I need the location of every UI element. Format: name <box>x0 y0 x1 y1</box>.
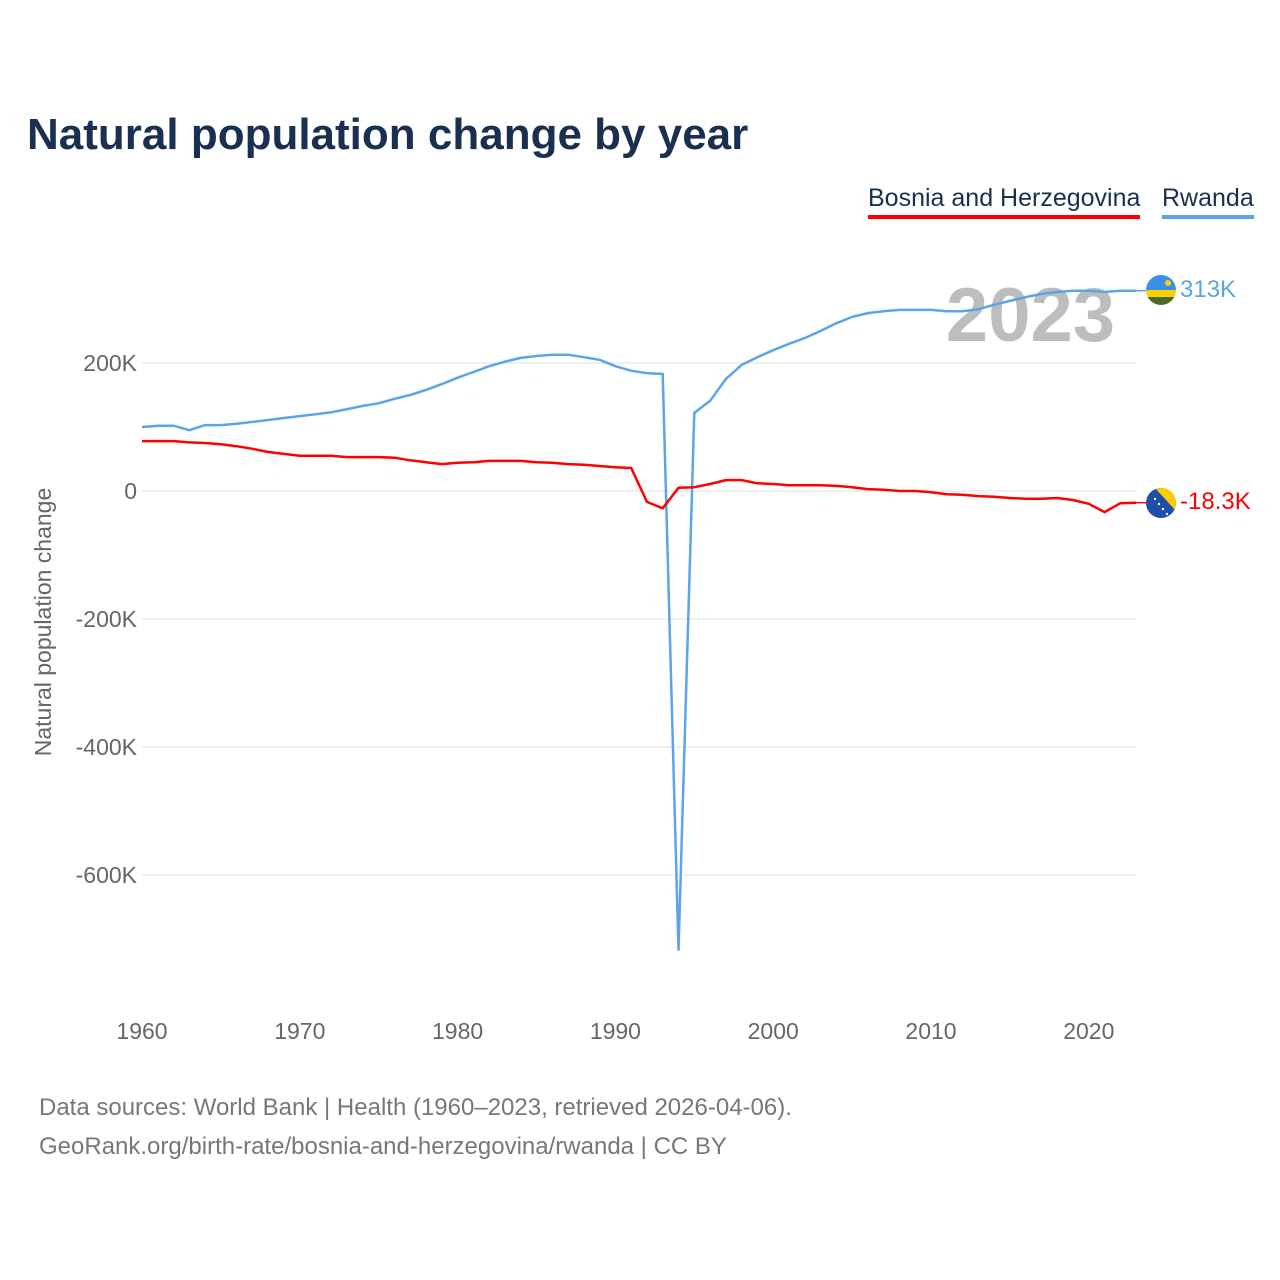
x-tick-label: 2020 <box>1063 1018 1114 1044</box>
y-tick-label: -200K <box>76 606 138 632</box>
bosnia-flag-icon <box>1146 488 1176 518</box>
source-note: Data sources: World Bank | Health (1960–… <box>39 1094 792 1121</box>
legend-item-rwanda[interactable]: Rwanda <box>1162 184 1254 219</box>
source-link[interactable]: GeoRank.org/birth-rate/bosnia-and-herzeg… <box>39 1133 727 1160</box>
x-tick-label: 1970 <box>274 1018 325 1044</box>
footer: Data sources: World Bank | Health (1960–… <box>39 1088 792 1166</box>
rwanda-flag-icon <box>1146 275 1176 305</box>
bosnia-end-label: -18.3K <box>1180 488 1251 515</box>
year-watermark: 2023 <box>946 273 1115 358</box>
x-tick-label: 2010 <box>905 1018 956 1044</box>
y-tick-label: -400K <box>76 734 138 760</box>
chart-title: Natural population change by year <box>27 110 749 159</box>
rwanda-end-label: 313K <box>1180 276 1236 303</box>
y-tick-label: 200K <box>83 350 137 376</box>
x-tick-label: 1960 <box>116 1018 167 1044</box>
y-tick-label: -600K <box>76 862 138 888</box>
legend-item-bosnia[interactable]: Bosnia and Herzegovina <box>868 184 1141 219</box>
series-line-rwanda[interactable] <box>141 289 1137 952</box>
series-line-bosnia-and-herzegovina[interactable] <box>142 439 1137 514</box>
x-tick-label: 1980 <box>432 1018 483 1044</box>
x-tick-label: 2000 <box>748 1018 799 1044</box>
x-tick-label: 1990 <box>590 1018 641 1044</box>
y-tick-label: 0 <box>124 478 137 504</box>
y-axis-label: Natural population change <box>30 488 56 757</box>
